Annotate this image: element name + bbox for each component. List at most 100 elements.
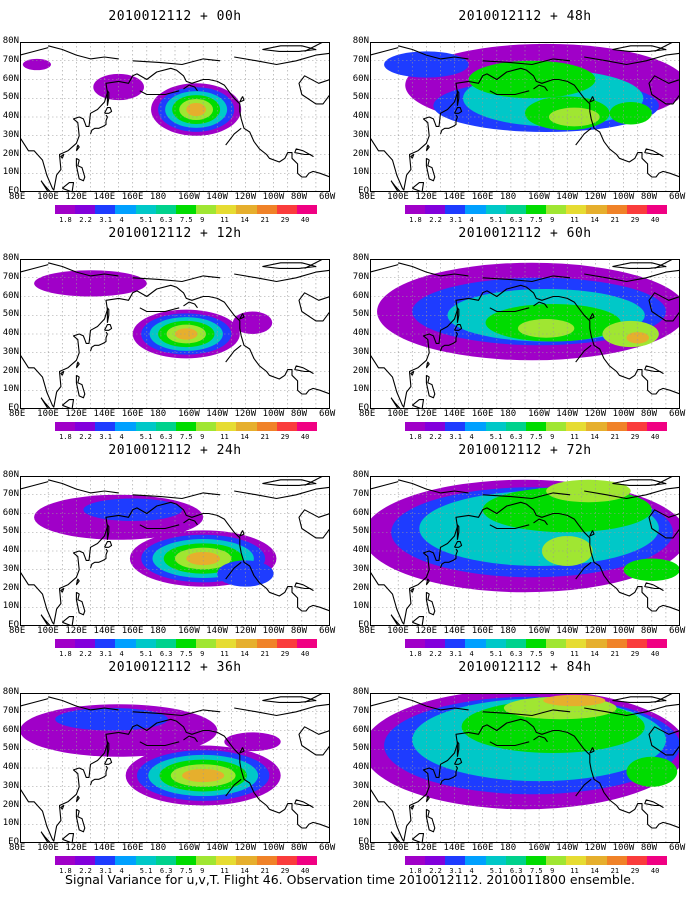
colorbar-label: 3.1 <box>99 433 113 441</box>
colorbar-label: 11 <box>220 433 229 441</box>
longitude-label: 80E <box>9 626 26 636</box>
coastline <box>425 591 436 616</box>
coastline <box>370 501 680 625</box>
colorbar-label: 2.2 <box>429 433 442 441</box>
latitude-label: 80N <box>352 36 369 46</box>
longitude-label: 80E <box>9 409 26 419</box>
longitude-label: 60W <box>319 409 336 419</box>
colorbar-label: 7.5 <box>530 650 543 658</box>
latitude-label: 10N <box>2 167 19 178</box>
longitude-label: 160W <box>528 409 550 419</box>
coastline <box>411 833 425 843</box>
coastline <box>533 84 548 92</box>
colorbar-swatch <box>196 856 217 865</box>
colorbar-label: 6.3 <box>509 650 523 658</box>
latitude-label: 70N <box>352 488 369 499</box>
colorbar-swatch <box>445 205 466 214</box>
longitude-label: 100W <box>262 843 285 853</box>
longitude-label: 180 <box>499 409 517 419</box>
coastline <box>411 182 425 192</box>
colorbar-swatch <box>175 422 197 431</box>
colorbar-swatch <box>95 205 116 214</box>
colorbar-swatch <box>175 856 197 865</box>
coastline <box>262 45 317 52</box>
colorbar-label: 21 <box>260 216 270 224</box>
colorbar-label: 1.8 <box>409 650 422 658</box>
colorbar-swatch <box>646 639 668 648</box>
colorbar-label: 1.8 <box>59 433 72 441</box>
variance-contour <box>517 319 575 338</box>
longitude-label: 60W <box>319 843 336 853</box>
coastline <box>575 344 592 363</box>
colorbar-swatch <box>135 422 157 431</box>
coastline <box>489 90 530 96</box>
colorbar-swatch <box>405 639 426 648</box>
variance-contour <box>22 58 51 71</box>
longitude-label: 140E <box>443 843 466 853</box>
coastline <box>589 530 595 537</box>
coastline <box>454 324 463 331</box>
panel-title: 2010012112 + 72h <box>458 443 592 458</box>
longitude-label: 160E <box>121 409 144 419</box>
longitude-label: 120W <box>234 192 257 202</box>
coastline <box>482 709 571 717</box>
latitude-label: 50N <box>352 92 369 103</box>
colorbar-swatch <box>256 639 278 648</box>
colorbar-swatch <box>405 422 426 431</box>
colorbar-swatch <box>296 856 318 865</box>
colorbar-label: 3.1 <box>449 650 463 658</box>
coastline <box>40 831 52 843</box>
latitude-label: 10N <box>352 384 369 395</box>
colorbar-swatch <box>155 639 177 648</box>
latitude-label: 50N <box>352 743 369 754</box>
colorbar-swatch <box>465 639 487 648</box>
colorbar-swatch <box>405 205 426 214</box>
colorbar-label: 5.1 <box>489 433 503 441</box>
longitude-labels: 80E 100E 120E 140E 160E 180 160W 140W 120W 100W 80… <box>350 192 700 204</box>
latitude-label: 30N <box>352 346 369 357</box>
colorbar-label: 14 <box>590 650 599 658</box>
coastline <box>390 397 402 409</box>
colorbar-swatch <box>566 856 587 865</box>
coastline <box>589 96 595 103</box>
colorbar-swatch <box>566 205 587 214</box>
colorbar-label: 7.5 <box>180 433 193 441</box>
longitude-label: 100E <box>37 626 59 636</box>
longitude-label: 100E <box>387 409 409 419</box>
colorbar-label: 11 <box>570 650 579 658</box>
variance-map <box>20 476 330 626</box>
longitude-label: 180 <box>149 843 167 853</box>
longitude-label: 60W <box>669 626 686 636</box>
longitude-label: 140W <box>556 409 578 419</box>
colorbar-swatch <box>55 639 76 648</box>
colorbar-swatch <box>276 205 298 214</box>
latitude-label: 50N <box>352 309 369 320</box>
longitude-label: 100W <box>262 192 285 202</box>
longitude-label: 180 <box>149 192 167 202</box>
colorbar-swatch <box>256 422 278 431</box>
colorbar-swatch <box>276 856 298 865</box>
colorbar-label: 14 <box>240 867 249 875</box>
latitude-label: 80N <box>2 253 19 263</box>
coastline <box>48 45 119 60</box>
coastline <box>75 795 80 803</box>
colorbar-swatch <box>135 639 157 648</box>
colorbar-label: 9 <box>200 433 205 441</box>
longitude-label: 120W <box>584 192 607 202</box>
coastline <box>139 524 180 530</box>
coastline <box>454 758 463 765</box>
colorbar-swatch <box>196 639 217 648</box>
coastline <box>304 693 330 703</box>
colorbar-swatch <box>465 422 487 431</box>
colorbar-swatch <box>55 205 76 214</box>
longitude-label: 80E <box>359 192 376 202</box>
colorbar-swatch <box>75 856 96 865</box>
coastline <box>106 524 110 540</box>
longitude-label: 120W <box>584 409 607 419</box>
variance-map <box>370 476 680 626</box>
longitude-label: 100E <box>37 409 59 419</box>
colorbar-swatch <box>95 639 116 648</box>
colorbar-label: 7.5 <box>530 867 543 875</box>
latitude-label: EQ <box>8 403 19 413</box>
coastline <box>398 262 469 277</box>
